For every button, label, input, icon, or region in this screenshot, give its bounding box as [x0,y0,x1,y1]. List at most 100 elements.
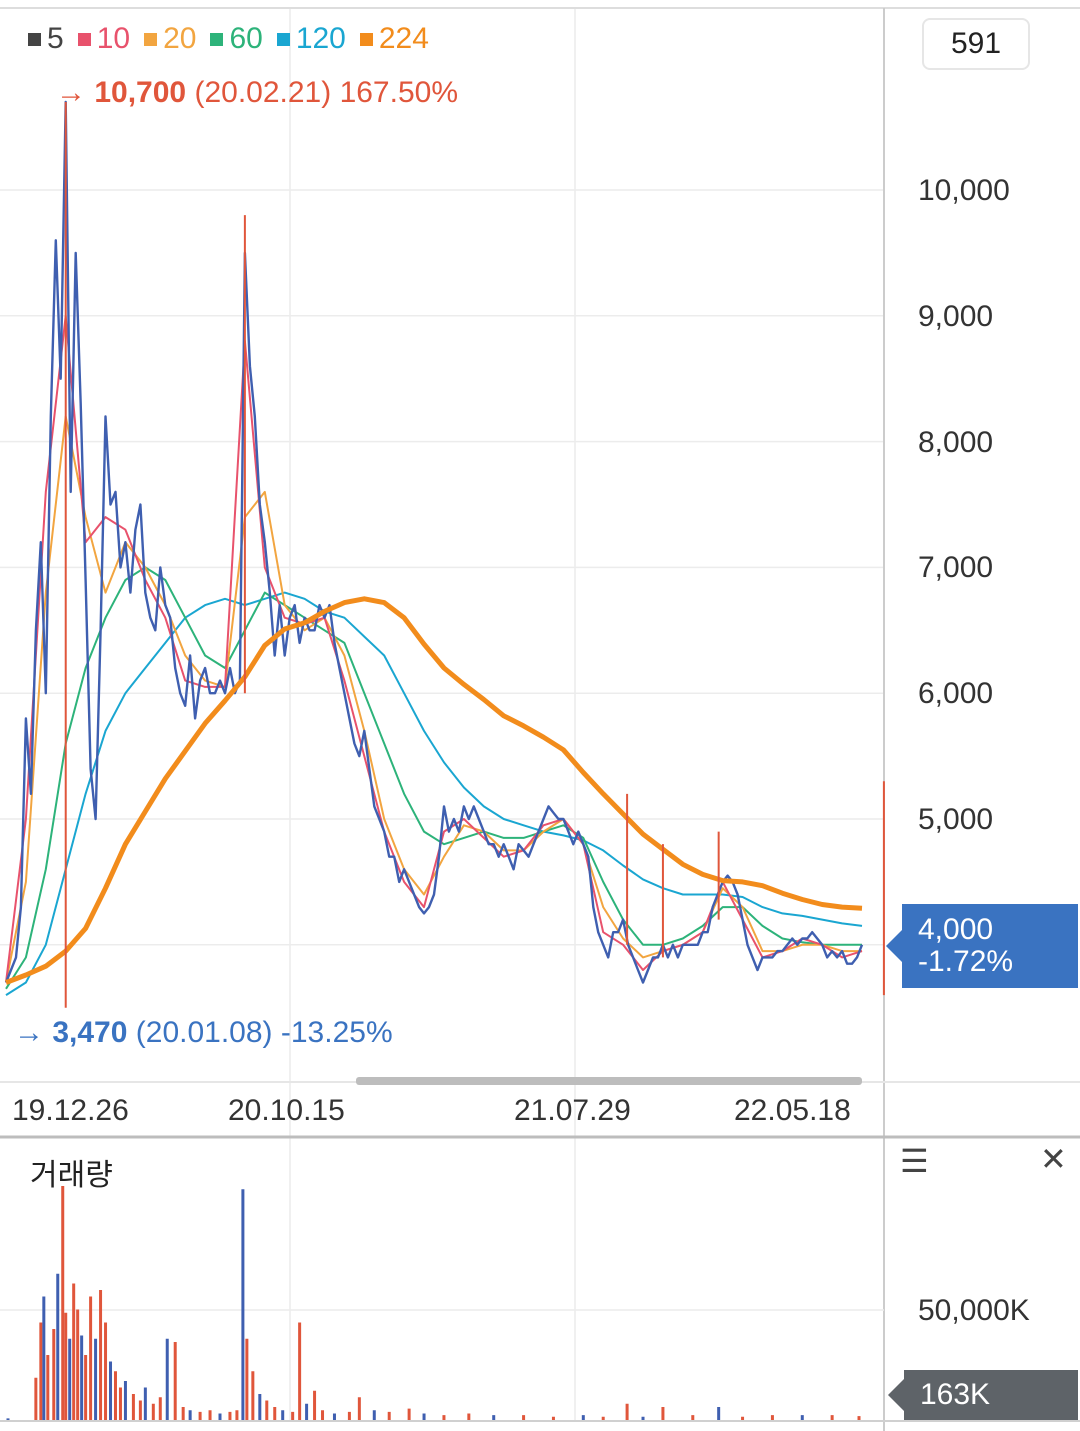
volume-bar [258,1394,262,1420]
legend-item[interactable]: 60 [210,22,263,56]
volume-bar [291,1411,295,1420]
legend-label: 20 [163,22,197,55]
volume-bar [61,1186,65,1420]
volume-bar [151,1403,155,1420]
scroll-bar [356,1077,862,1085]
volume-bar [245,1338,249,1420]
volume-bar [281,1410,285,1420]
ma60-line [5,566,862,990]
volume-bar [99,1290,103,1420]
volume-bar [6,1418,10,1420]
high-annotation: → 10,700 (20.02.21) 167.50% [56,76,458,110]
high-arrow: → [56,76,86,109]
y-tick-label: 7,000 [918,551,994,584]
volume-bar [830,1415,834,1420]
volume-bar [113,1371,117,1420]
volume-bar [857,1416,861,1420]
legend-label: 120 [295,22,346,55]
low-arrow: → [14,1016,44,1049]
y-tick-label: 6,000 [918,677,994,710]
volume-bar [138,1400,142,1420]
low-annotation: → 3,470 (20.01.08) -13.25% [14,1016,393,1050]
legend-item[interactable]: 5 [28,22,64,56]
volume-bar [76,1309,80,1420]
volume-bar [64,1312,68,1420]
legend-item[interactable]: 20 [144,22,196,56]
volume-bar [581,1415,585,1420]
low-date: (20.01.08) [135,1016,273,1049]
volume-bar [68,1338,72,1420]
volume-bar [80,1335,84,1420]
chart-grid [0,7,1080,1431]
volume-axis-label: 50,000K [918,1294,1030,1327]
volume-bar [181,1407,185,1420]
volume-bar [104,1322,108,1420]
volume-bar [84,1355,88,1420]
price-line [4,100,864,984]
volume-bar [143,1387,147,1420]
current-volume-tag: 163K [888,1370,1078,1420]
y-tick-label: 5,000 [918,803,994,836]
volume-bar [691,1415,695,1420]
volume-layer [6,1186,861,1420]
count-badge[interactable]: 591 [922,18,1030,70]
volume-title: 거래량 [30,1159,113,1192]
volume-bar [741,1416,745,1420]
legend-label: 5 [47,22,64,55]
volume-bar [42,1296,46,1420]
volume-bar [717,1407,721,1420]
high-pct: 167.50% [339,76,458,109]
volume-bar [251,1371,255,1420]
volume-bar [313,1390,317,1420]
volume-bar [235,1410,239,1420]
volume-bar [492,1415,496,1420]
volume-bar [265,1400,269,1420]
x-tick-label: 21.07.29 [514,1094,631,1127]
volume-bar [601,1416,605,1420]
volume-bar [273,1407,277,1420]
volume-bar [52,1329,56,1420]
menu-icon[interactable]: ☰ [900,1143,929,1179]
y-tick-label: 10,000 [918,174,1010,207]
volume-bar [407,1408,411,1420]
ma-legend: 5 10 20 60 120 224 [28,22,429,56]
legend-swatch [144,32,158,46]
ma224-line [5,596,863,985]
legend-label: 224 [378,22,429,55]
volume-bar [188,1410,192,1420]
legend-item[interactable]: 10 [77,22,130,56]
legend-label: 60 [229,22,263,55]
volume-bar [173,1342,177,1420]
volume-bar [118,1387,122,1420]
volume-bar [305,1403,309,1420]
x-tick-label: 19.12.26 [12,1094,129,1127]
volume-bar [372,1410,376,1420]
current-price-tag: 4,000 -1.72% [886,904,1078,988]
volume-bar [357,1397,361,1420]
legend-swatch [28,32,41,46]
volume-bar [551,1416,555,1420]
current-change: -1.72% [918,945,1014,978]
volume-bar [800,1415,804,1420]
volume-bar [123,1381,127,1420]
volume-bar [770,1415,774,1420]
volume-bar [387,1411,391,1420]
volume-bar [321,1410,325,1420]
volume-bar [89,1296,93,1420]
current-price: 4,000 [918,913,994,946]
close-icon[interactable]: ✕ [1040,1141,1067,1177]
volume-bar [218,1413,222,1420]
legend-swatch [210,32,224,46]
volume-bar [625,1403,629,1420]
volume-bar [347,1411,351,1420]
y-tick-label: 8,000 [918,426,994,459]
legend-item[interactable]: 224 [359,22,429,56]
high-date: (20.02.21) [194,76,332,109]
low-price: 3,470 [52,1016,128,1049]
legend-swatch [359,32,373,46]
series-layer [4,100,885,1008]
legend-item[interactable]: 120 [276,22,346,56]
y-tick-label: 9,000 [918,300,994,333]
volume-bar [467,1413,471,1420]
